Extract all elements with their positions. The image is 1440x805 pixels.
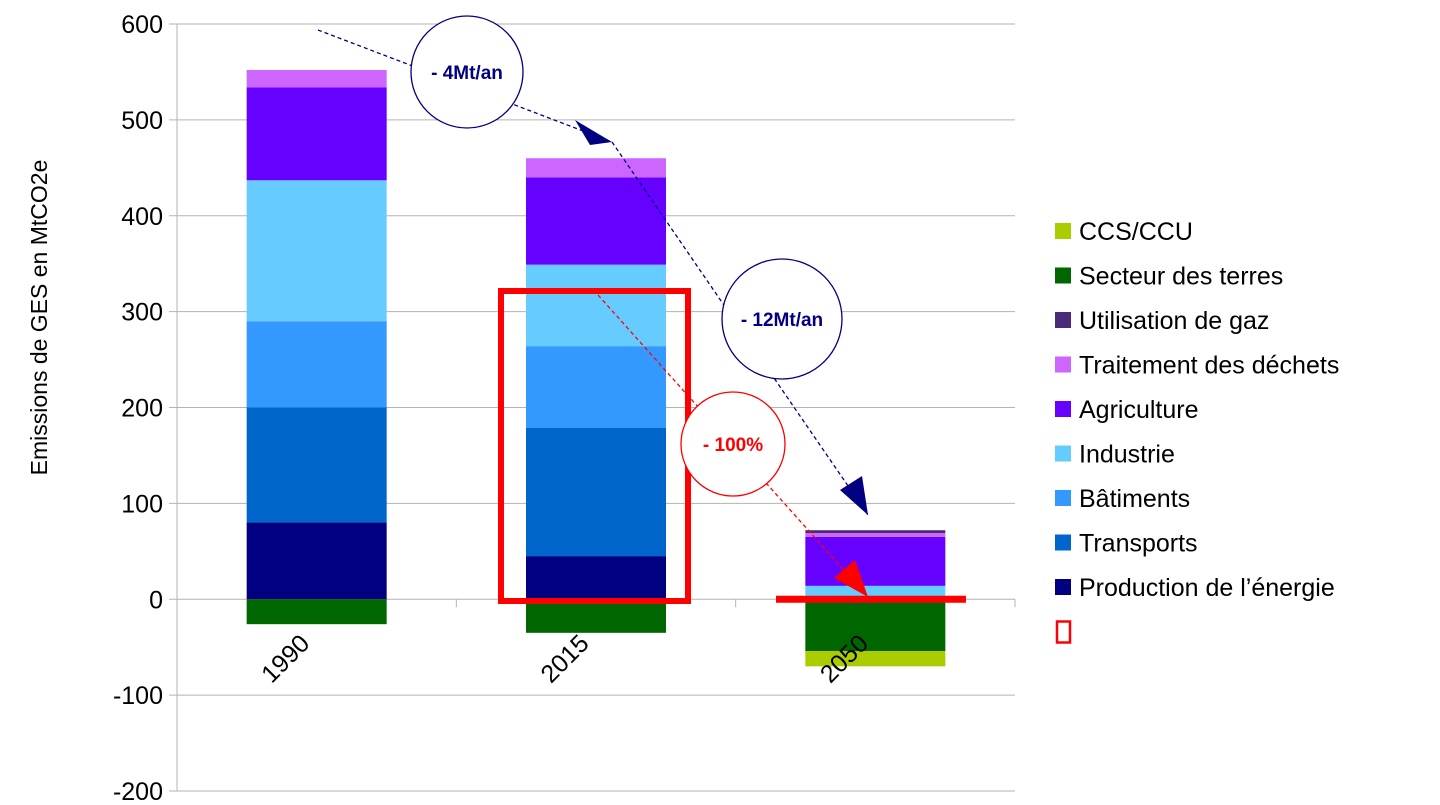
bar-segment xyxy=(526,177,666,265)
annotations: - 4Mt/an - 12Mt/an - 100% xyxy=(317,15,966,604)
legend-swatch xyxy=(1055,579,1071,595)
legend-swatch xyxy=(1055,445,1071,462)
x-tick-label: 2015 xyxy=(535,629,594,688)
bar-segment xyxy=(805,530,946,534)
annotation-bubble xyxy=(680,391,786,497)
y-tick-label: 400 xyxy=(121,203,163,231)
trend-arrow-head xyxy=(840,476,868,515)
y-axis-label: Emissions de GES en MtCO2e xyxy=(26,160,52,476)
annotation-label: - 100% xyxy=(703,435,763,456)
x-tick-labels: 1990 2015 2050 xyxy=(256,629,874,688)
y-tick-label: 600 xyxy=(121,11,163,39)
legend-label: Industrie xyxy=(1079,441,1175,469)
y-tick-labels: -200 -100 0 100 200 300 400 500 600 xyxy=(113,11,163,805)
bar-segment xyxy=(246,321,387,408)
legend-label: Transports xyxy=(1079,530,1198,558)
bar-segment xyxy=(246,599,387,625)
reduction-arrow-head xyxy=(834,560,868,597)
legend-label: Bâtiments xyxy=(1079,485,1190,513)
annotation-label: - 12Mt/an xyxy=(741,310,823,331)
y-tick-label: -100 xyxy=(113,682,163,710)
annotation-label: - 4Mt/an xyxy=(431,63,503,84)
legend-swatch xyxy=(1055,312,1071,328)
bar-segment xyxy=(246,407,387,523)
y-tick-label: 100 xyxy=(121,490,163,518)
bar-segment xyxy=(246,70,387,88)
legend-swatch xyxy=(1055,490,1071,506)
legend-label: CCS/CCU xyxy=(1079,218,1193,246)
reduction-arrow-line xyxy=(597,294,869,598)
legend-label: Traitement des déchets xyxy=(1079,352,1339,380)
y-tick-label: 300 xyxy=(121,299,163,327)
legend-label: Secteur des terres xyxy=(1079,263,1283,291)
annotation-bubble xyxy=(721,258,843,380)
legend: CCS/CCU Secteur des terres Utilisation de … xyxy=(1055,218,1339,644)
bar-segment xyxy=(246,522,387,600)
bar-segment xyxy=(526,158,666,178)
bars xyxy=(246,70,946,667)
bar-segment xyxy=(246,87,387,181)
x-tick-label: 1990 xyxy=(256,629,315,688)
legend-swatch xyxy=(1055,223,1071,239)
annotation-bubble xyxy=(410,15,524,129)
bar-segment xyxy=(526,346,666,428)
legend-swatch xyxy=(1055,534,1071,551)
trend-arrow-head xyxy=(575,120,612,145)
bar-segment xyxy=(805,599,946,652)
legend-label: Utilisation de gaz xyxy=(1079,307,1269,335)
bar-segment xyxy=(805,533,946,537)
legend-swatch-highlight xyxy=(1055,620,1072,644)
legend-swatch xyxy=(1055,356,1071,373)
legend-label: Production de l’énergie xyxy=(1079,574,1335,602)
y-tick-label: 0 xyxy=(149,586,163,614)
bar-segment xyxy=(526,427,666,557)
legend-label: Agriculture xyxy=(1079,396,1199,424)
legend-swatch xyxy=(1055,267,1071,284)
y-tick-label: -200 xyxy=(113,778,163,805)
y-tick-label: 500 xyxy=(121,107,163,135)
bar-segment xyxy=(526,556,666,600)
bar-segment xyxy=(805,651,946,667)
legend-swatch xyxy=(1055,401,1071,417)
bar-segment xyxy=(526,264,666,347)
bar-segment xyxy=(805,536,946,586)
bar-segment xyxy=(526,599,666,633)
y-tick-label: 200 xyxy=(121,395,163,423)
bar-segment xyxy=(246,180,387,322)
axes xyxy=(169,23,1016,792)
